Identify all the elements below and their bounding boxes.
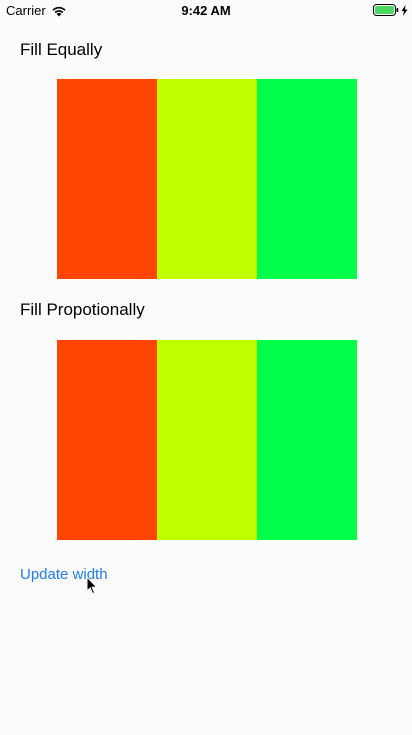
status-bar: Carrier 9:42 AM: [0, 0, 412, 20]
battery-icon: [373, 4, 399, 16]
green-view: [257, 79, 357, 279]
yellow-view: [157, 340, 257, 540]
carrier-group: Carrier: [6, 3, 67, 18]
yellow-view: [157, 79, 257, 279]
green-view: [257, 340, 357, 540]
fill-equally-title: Fill Equally: [20, 40, 103, 59]
fill-proportionally-stack: [57, 340, 357, 540]
red-view: [57, 340, 157, 540]
red-view: [57, 79, 157, 279]
wifi-icon: [52, 6, 66, 16]
bolt-icon: [401, 4, 408, 16]
carrier-label: Carrier: [6, 3, 46, 18]
update-width-button[interactable]: Update width: [20, 566, 108, 583]
fill-proportionally-title: Fill Propotionally: [20, 300, 145, 319]
fill-equally-stack: [57, 79, 357, 279]
mouse-cursor-icon: [86, 576, 98, 595]
battery-group: [373, 4, 408, 16]
status-time: 9:42 AM: [181, 3, 231, 18]
